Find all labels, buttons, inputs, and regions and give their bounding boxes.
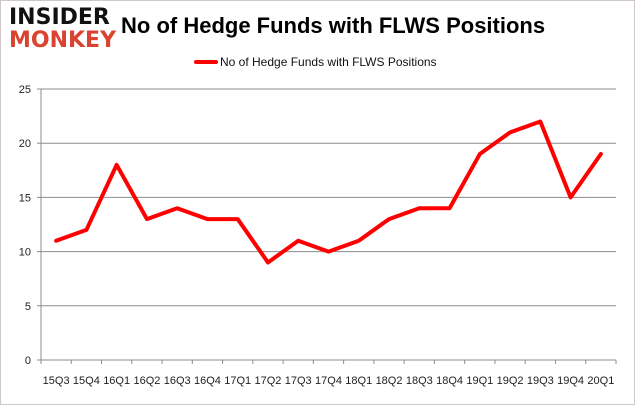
x-tick-label: 19Q2 bbox=[497, 375, 524, 387]
series-line bbox=[54, 119, 603, 265]
logo-line1: INSIDER bbox=[9, 5, 110, 30]
x-tick-label: 18Q2 bbox=[376, 375, 403, 387]
insider-monkey-logo: INSIDER MONKEY bbox=[9, 7, 117, 53]
x-tick-label: 17Q2 bbox=[255, 375, 282, 387]
y-tick-label: 10 bbox=[19, 247, 31, 259]
x-tick-label: 15Q3 bbox=[43, 375, 70, 387]
y-tick-label: 5 bbox=[25, 301, 31, 313]
y-tick-label: 0 bbox=[25, 355, 31, 367]
x-tick-label: 16Q3 bbox=[164, 375, 191, 387]
x-tick-label: 18Q1 bbox=[345, 375, 372, 387]
x-tick-label: 17Q4 bbox=[315, 375, 342, 387]
legend: No of Hedge Funds with FLWS Positions bbox=[194, 55, 437, 69]
x-tick-label: 15Q4 bbox=[73, 375, 100, 387]
legend-swatch bbox=[194, 60, 218, 64]
chart-title: No of Hedge Funds with FLWS Positions bbox=[121, 13, 546, 38]
x-tick-label: 18Q3 bbox=[406, 375, 433, 387]
x-tick-label: 20Q1 bbox=[587, 375, 614, 387]
x-tick-label: 16Q4 bbox=[194, 375, 221, 387]
legend-label: No of Hedge Funds with FLWS Positions bbox=[220, 55, 437, 69]
x-tick-label: 19Q3 bbox=[527, 375, 554, 387]
x-tick-label: 18Q4 bbox=[436, 375, 463, 387]
y-tick-label: 25 bbox=[19, 84, 31, 96]
x-tick-label: 17Q3 bbox=[285, 375, 312, 387]
x-tick-label: 16Q2 bbox=[133, 375, 160, 387]
y-tick-label: 15 bbox=[19, 192, 31, 204]
x-tick-label: 19Q1 bbox=[466, 375, 493, 387]
logo-line2: MONKEY bbox=[9, 28, 117, 53]
x-tick-label: 17Q1 bbox=[224, 375, 251, 387]
y-tick-label: 20 bbox=[19, 138, 31, 150]
x-tick-label: 16Q1 bbox=[103, 375, 130, 387]
x-tick-label: 19Q4 bbox=[557, 375, 584, 387]
